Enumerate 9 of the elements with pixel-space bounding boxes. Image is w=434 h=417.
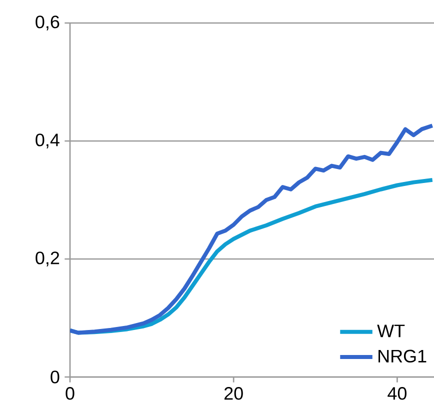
x-tick-label: 40: [388, 387, 406, 400]
legend-label: NRG1: [378, 350, 426, 362]
y-tick-label: 0,4: [36, 134, 60, 148]
y-tick-label: 0,6: [36, 16, 60, 30]
x-tick-label: 0: [66, 387, 74, 400]
legend-label: WT: [377, 324, 405, 338]
y-tick-label: 0: [50, 370, 60, 384]
x-tick-label: 20: [224, 387, 243, 400]
y-tick-label: 0,2: [36, 252, 60, 266]
